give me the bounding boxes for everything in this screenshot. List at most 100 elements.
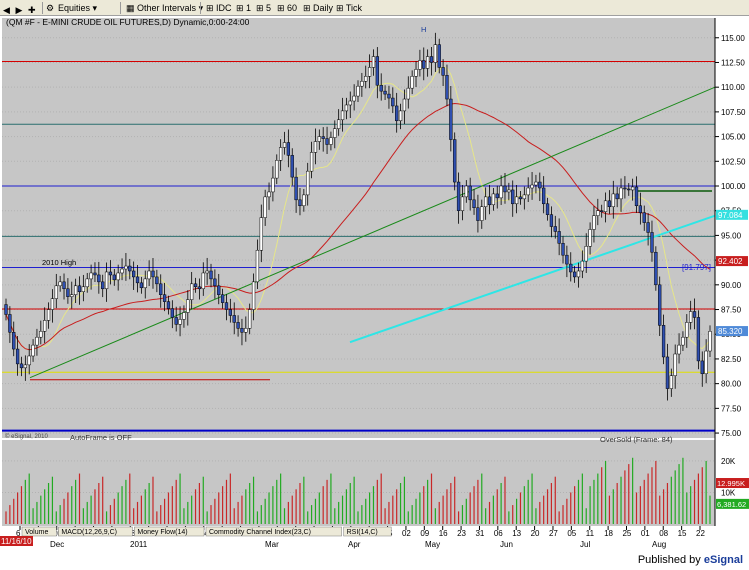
candle xyxy=(665,356,670,389)
candle xyxy=(19,363,24,369)
indicator-tab[interactable]: Commodity Channel Index(23,C) xyxy=(209,529,311,536)
candle xyxy=(491,193,496,206)
candle xyxy=(429,56,434,63)
x-tick-label: 09 xyxy=(420,529,429,538)
candle xyxy=(162,294,167,302)
indicator-tab[interactable]: MACD(12,26,9,C) xyxy=(61,529,117,536)
candle xyxy=(638,205,643,213)
candle xyxy=(391,97,395,107)
candle xyxy=(360,80,364,87)
candle xyxy=(186,299,190,313)
x-month-label: May xyxy=(425,540,440,549)
candle xyxy=(290,155,294,178)
candle xyxy=(50,298,55,310)
candle xyxy=(441,67,445,76)
candle xyxy=(387,93,391,99)
candle xyxy=(468,185,472,201)
candle xyxy=(646,222,650,233)
candle xyxy=(681,336,685,346)
indicator-tab[interactable]: Money Flow(14) xyxy=(137,529,187,536)
candle xyxy=(236,322,240,329)
candle xyxy=(213,278,217,287)
interval-1[interactable]: ⊞ 1 xyxy=(236,3,252,13)
candle xyxy=(619,187,623,200)
candle xyxy=(677,344,681,355)
x-tick-label: 08 xyxy=(659,529,668,538)
volume-tick-label: 20K xyxy=(721,457,736,466)
add-icon[interactable]: ✚ xyxy=(28,4,36,15)
x-tick-label: 27 xyxy=(549,529,558,538)
candle xyxy=(476,207,480,221)
candle xyxy=(294,176,298,201)
toolbar-icons[interactable]: ◀ ▶ ✚ xyxy=(3,2,38,15)
candle xyxy=(128,265,132,272)
candle xyxy=(178,319,182,325)
price-label-cyan-bg xyxy=(716,209,748,220)
x-tick-label: 16 xyxy=(439,529,448,538)
interval-tick[interactable]: ⊞ Tick xyxy=(336,3,363,13)
candle xyxy=(155,276,159,285)
candle xyxy=(514,196,519,205)
interval-60[interactable]: ⊞ 60 xyxy=(277,3,298,13)
watermark: © eSignal, 2010 xyxy=(5,433,48,440)
candle xyxy=(333,128,337,138)
candle xyxy=(696,317,701,362)
candle xyxy=(418,60,422,70)
y-tick-label: 75.00 xyxy=(721,429,742,438)
candle xyxy=(8,314,12,333)
interval-5[interactable]: ⊞ 5 xyxy=(256,3,272,13)
candle xyxy=(356,85,360,97)
x-tick-label: 31 xyxy=(475,529,484,538)
candle xyxy=(201,272,205,290)
indicator-tab[interactable]: RSI(14,C) xyxy=(347,529,378,536)
price-chart[interactable]: 115.00 112.50 110.00 107.50 105.00 102.50 100.… xyxy=(0,16,749,550)
candle xyxy=(685,322,689,338)
y-tick-label: 90.00 xyxy=(721,281,742,290)
candle xyxy=(352,95,356,102)
y-tick-label: 87.50 xyxy=(721,306,742,315)
symbol-selector[interactable]: ⚙ xyxy=(46,2,54,14)
candle xyxy=(569,263,573,273)
candle xyxy=(700,360,704,375)
equities-menu[interactable]: Equities ▾ xyxy=(58,3,98,13)
candle xyxy=(224,302,229,310)
interval-daily[interactable]: ⊞ Daily xyxy=(303,3,334,13)
candle xyxy=(545,203,550,215)
candle xyxy=(661,325,666,358)
forward-icon[interactable]: ▶ xyxy=(15,4,23,15)
candle xyxy=(623,187,627,190)
candle xyxy=(190,283,194,300)
other-intervals-menu[interactable]: ▦ Other Intervals ▾ xyxy=(126,2,203,14)
chart-title: (QM #F - E-MINI CRUDE OIL FUTURES,D) Dyn… xyxy=(6,17,250,27)
candle xyxy=(286,142,291,156)
candle xyxy=(634,186,639,207)
candle xyxy=(27,355,31,366)
candle xyxy=(499,185,503,199)
candle xyxy=(600,210,604,212)
candle xyxy=(379,84,383,92)
candle xyxy=(472,199,476,208)
y-tick-label: 82.50 xyxy=(721,355,742,364)
x-tick-label: 02 xyxy=(402,529,411,538)
candle xyxy=(410,76,414,89)
y-tick-label: 102.50 xyxy=(721,157,746,166)
candle xyxy=(182,312,186,320)
candle xyxy=(364,76,368,82)
back-icon[interactable]: ◀ xyxy=(3,4,10,15)
x-tick-label: 11 xyxy=(586,529,595,538)
candle xyxy=(483,196,488,208)
x-month-label: Aug xyxy=(652,540,666,549)
candle xyxy=(259,217,263,251)
candle xyxy=(278,147,283,161)
ma-short-line xyxy=(5,66,711,351)
candle xyxy=(251,281,256,310)
candle xyxy=(615,193,619,200)
candle xyxy=(101,281,105,290)
indicator-tab-bg xyxy=(134,526,205,537)
publisher-credit: Published by eSignal xyxy=(637,554,743,566)
candle xyxy=(607,200,612,208)
candle xyxy=(124,265,128,270)
candle xyxy=(43,320,47,332)
interval-idc[interactable]: ⊞ IDC xyxy=(206,3,232,13)
indicator-tab[interactable]: Volume xyxy=(25,529,48,536)
